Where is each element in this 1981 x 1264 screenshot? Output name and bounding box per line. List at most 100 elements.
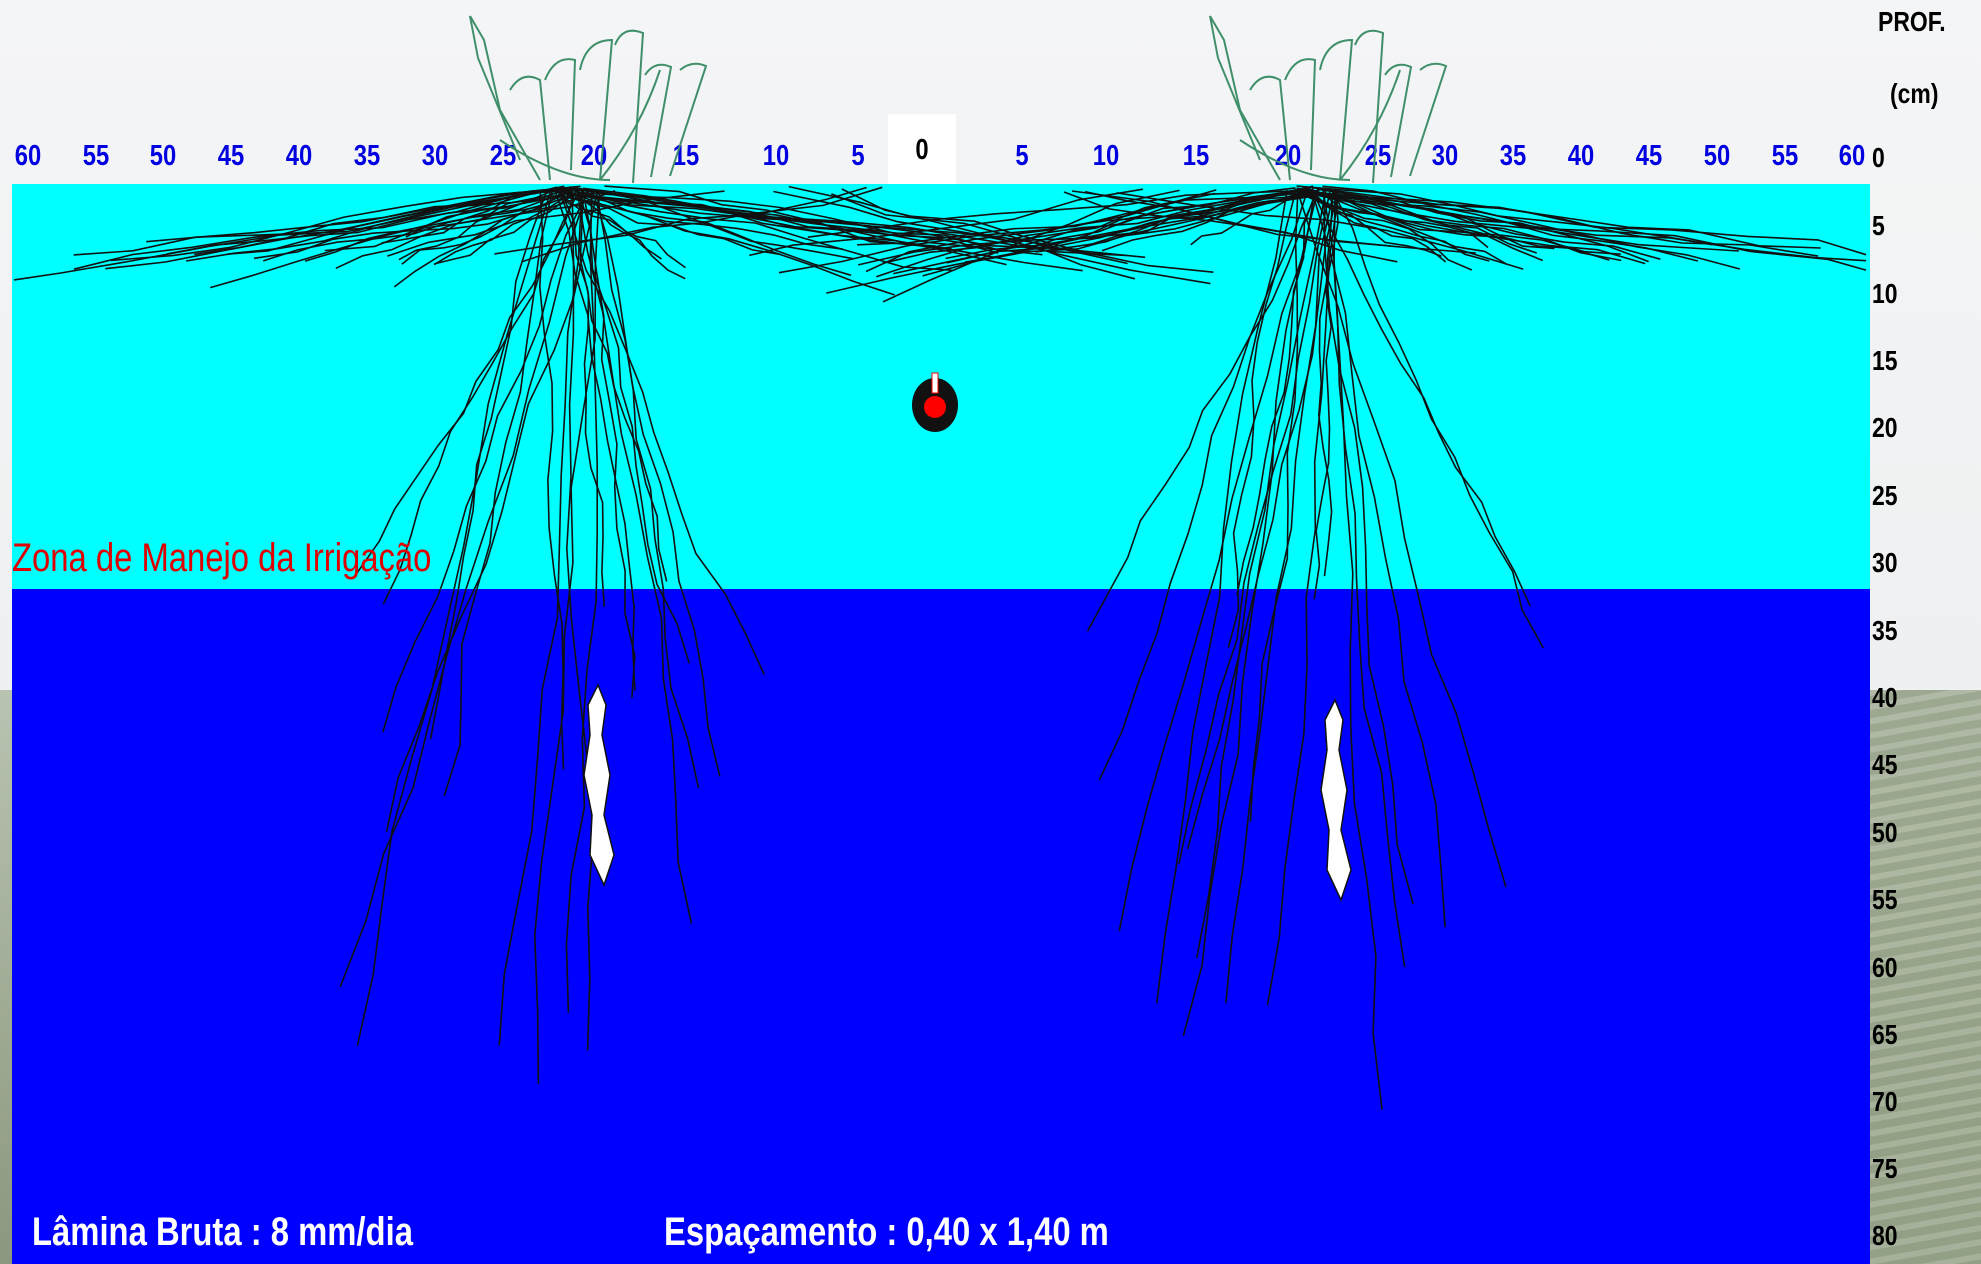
depth-tick-30: 30 <box>1872 547 1898 578</box>
root <box>494 186 867 255</box>
root <box>565 189 595 1051</box>
root <box>591 189 721 777</box>
tuber-icon <box>1320 698 1352 903</box>
root <box>841 188 1211 285</box>
tick-left-35: 35 <box>353 140 381 172</box>
root <box>1266 189 1340 1006</box>
root <box>1317 189 1339 577</box>
tick-left-45: 45 <box>217 140 245 172</box>
root <box>1249 189 1299 822</box>
tick-right-25: 25 <box>1364 140 1392 172</box>
tick-left-50: 50 <box>149 140 177 172</box>
center-tick-label: 0 <box>915 134 929 166</box>
root <box>1311 189 1531 607</box>
depth-tick-0: 0 <box>1872 142 1885 173</box>
root <box>1322 189 1406 968</box>
root <box>1186 189 1339 850</box>
tick-left-5: 5 <box>851 140 865 172</box>
root <box>339 189 589 988</box>
root <box>498 189 583 1046</box>
background-field-left <box>0 690 14 1264</box>
tuber-icon <box>583 683 615 888</box>
deep-soil-zone <box>12 589 1870 1264</box>
root <box>1182 189 1319 1036</box>
root <box>538 189 565 770</box>
tick-right-50: 50 <box>1703 140 1731 172</box>
root <box>876 192 1216 278</box>
root <box>579 189 606 607</box>
depth-tick-35: 35 <box>1872 615 1898 646</box>
root <box>398 187 576 261</box>
root <box>562 187 844 250</box>
root <box>604 185 936 247</box>
root <box>1313 189 1334 600</box>
root <box>558 189 765 675</box>
root-network <box>13 185 1867 1110</box>
center-marker-box <box>888 114 956 184</box>
root <box>385 189 599 832</box>
sugarcane-plant-icon <box>469 15 708 184</box>
tick-right-40: 40 <box>1567 140 1595 172</box>
root <box>521 186 883 263</box>
tick-right-35: 35 <box>1499 140 1527 172</box>
root <box>209 186 558 289</box>
tick-right-5: 5 <box>1015 140 1029 172</box>
root <box>576 189 693 924</box>
depth-tick-5: 5 <box>1872 210 1885 241</box>
root <box>1084 190 1398 263</box>
tick-left-40: 40 <box>285 140 313 172</box>
root <box>831 193 1214 273</box>
depth-axis-title: PROF. <box>1878 6 1946 37</box>
root <box>356 189 581 574</box>
depth-tick-70: 70 <box>1872 1086 1898 1117</box>
root <box>1236 189 1318 596</box>
root <box>581 191 854 260</box>
root <box>382 189 577 605</box>
depth-tick-50: 50 <box>1872 817 1898 848</box>
root <box>565 189 598 1013</box>
root <box>73 194 566 270</box>
root <box>1063 191 1391 247</box>
root <box>1118 189 1316 932</box>
root <box>1084 191 1308 248</box>
root <box>1302 194 1867 256</box>
root <box>922 189 1320 277</box>
tick-right-55: 55 <box>1771 140 1799 172</box>
management-zone-label: Zona de Manejo da Irrigação <box>12 536 432 580</box>
background-field-right <box>1870 690 1981 1264</box>
tick-right-15: 15 <box>1182 140 1210 172</box>
root <box>1296 189 1507 888</box>
root <box>1225 189 1335 1004</box>
depth-axis-unit: (cm) <box>1890 78 1939 109</box>
tick-left-55: 55 <box>82 140 110 172</box>
sugarcane-plant-icon <box>1209 15 1448 184</box>
depth-tick-10: 10 <box>1872 278 1898 309</box>
depth-tick-80: 80 <box>1872 1220 1898 1251</box>
tick-right-30: 30 <box>1431 140 1459 172</box>
root <box>597 190 999 254</box>
root <box>1195 189 1327 959</box>
depth-tick-25: 25 <box>1872 480 1898 511</box>
drip-emitter-icon <box>912 372 958 432</box>
depth-tick-20: 20 <box>1872 412 1898 443</box>
root <box>1098 189 1309 781</box>
depth-tick-60: 60 <box>1872 952 1898 983</box>
root <box>773 190 1136 280</box>
root <box>1309 194 1821 249</box>
depth-tick-40: 40 <box>1872 682 1898 713</box>
root <box>807 189 1308 238</box>
root <box>1071 190 1476 254</box>
root <box>788 185 1146 259</box>
root <box>749 188 1144 257</box>
root <box>1319 194 1741 270</box>
root <box>1296 185 1713 246</box>
root <box>1330 189 1544 649</box>
root <box>1299 192 1646 265</box>
tick-left-60: 60 <box>14 140 42 172</box>
tick-right-10: 10 <box>1092 140 1120 172</box>
depth-tick-65: 65 <box>1872 1019 1898 1050</box>
root <box>434 190 585 265</box>
root <box>582 189 636 699</box>
